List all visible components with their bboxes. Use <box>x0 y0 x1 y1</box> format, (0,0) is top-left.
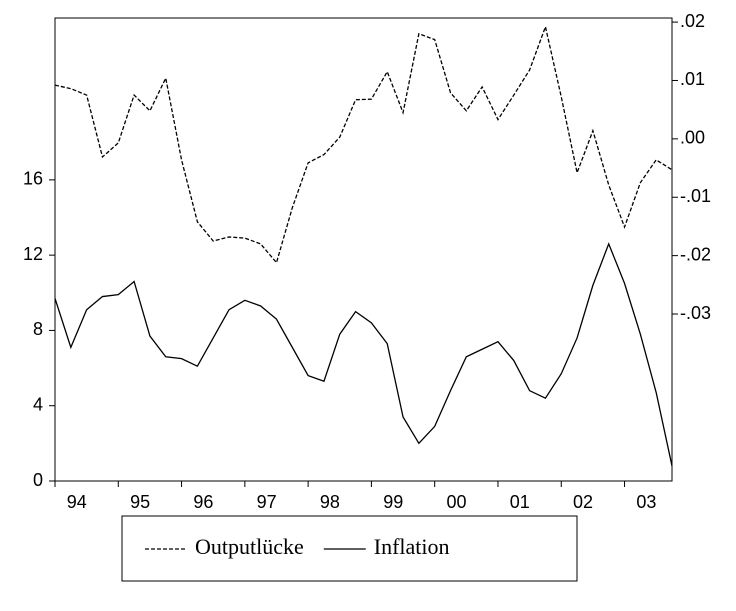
x-tick-label: 03 <box>636 492 656 512</box>
line-series <box>54 24 673 264</box>
x-tick-label: 98 <box>320 492 340 512</box>
legend-box <box>121 515 578 582</box>
y2-tick-label: -.03 <box>680 303 711 323</box>
x-tick-label: 02 <box>573 492 593 512</box>
y-tick-label: 12 <box>23 244 43 264</box>
legend-label: Inflation <box>374 534 450 559</box>
y2-tick-label: .01 <box>680 69 705 89</box>
x-tick-label: 96 <box>193 492 213 512</box>
line-series <box>54 242 673 467</box>
x-tick-label: 94 <box>67 492 87 512</box>
legend-label: Outputlücke <box>195 534 304 559</box>
y-tick-label: 4 <box>33 394 43 414</box>
plot-frame <box>54 17 673 482</box>
y2-tick-label: -.02 <box>680 244 711 264</box>
y2-tick-label: -.01 <box>680 186 711 206</box>
x-tick-label: 99 <box>383 492 403 512</box>
y-tick-label: 0 <box>33 470 43 490</box>
x-tick-label: 95 <box>130 492 150 512</box>
y2-tick-label: .00 <box>680 128 705 148</box>
y-tick-label: 16 <box>23 169 43 189</box>
x-tick-label: 97 <box>257 492 277 512</box>
y2-tick-label: .02 <box>680 11 705 31</box>
y-tick-label: 8 <box>33 319 43 339</box>
x-tick-label: 00 <box>446 492 466 512</box>
x-tick-label: 01 <box>510 492 530 512</box>
